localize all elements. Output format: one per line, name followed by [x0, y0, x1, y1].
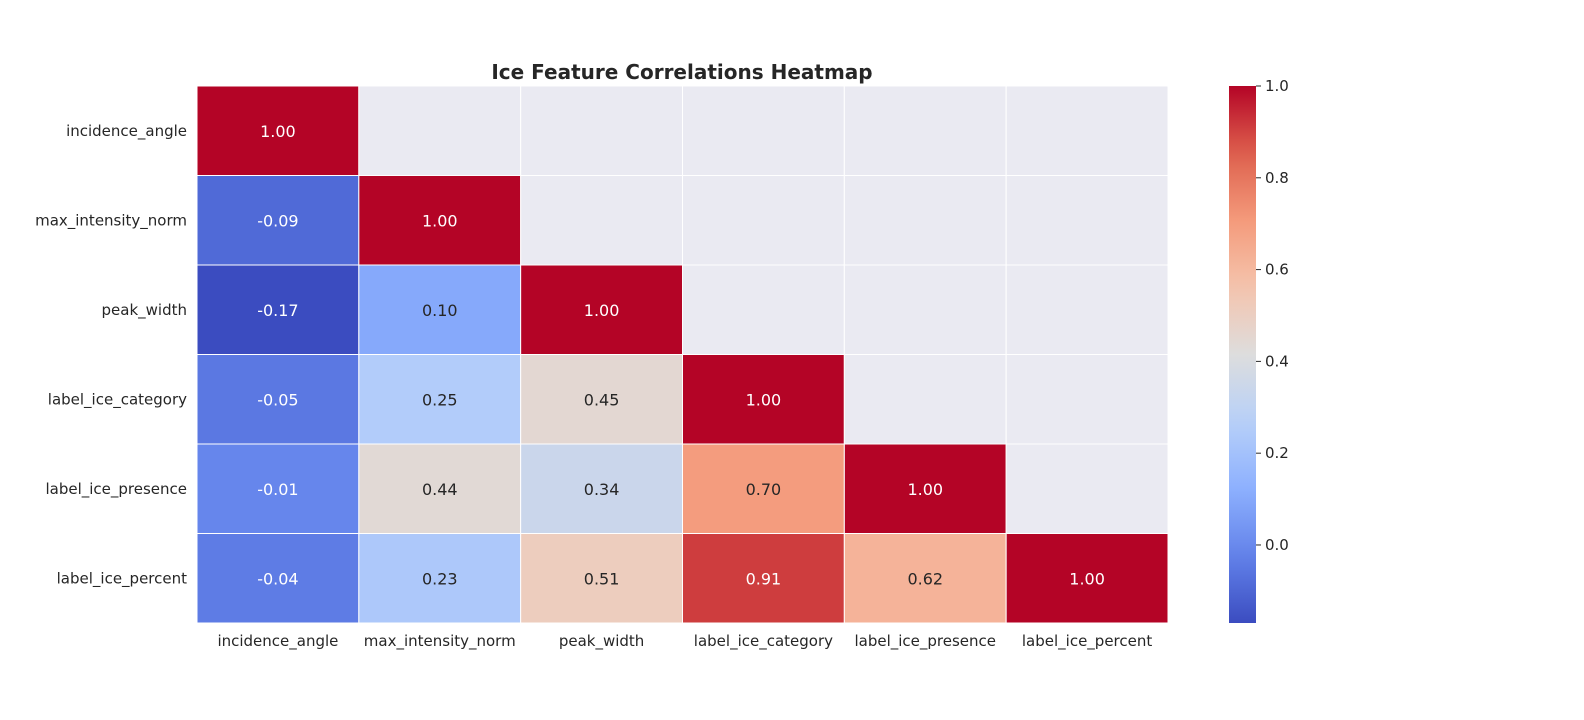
cell-annotation: 0.62: [907, 569, 943, 588]
heatmap-cell: [358, 354, 522, 445]
cell-annotation: 0.10: [422, 301, 458, 320]
x-tick-labels: incidence_angle max_intensity_norm peak_wi…: [217, 632, 1152, 651]
y-tick-label: label_ice_percent: [57, 569, 187, 588]
heatmap-cell: [682, 354, 845, 445]
masked-cell: [520, 175, 684, 266]
chart-title: Ice Feature Correlations Heatmap: [491, 60, 872, 84]
cell-annotation: -0.17: [257, 301, 298, 320]
masked-cell: [1005, 354, 1169, 445]
colorbar-tick-label: 0.0: [1265, 536, 1289, 554]
cell-annotation: -0.05: [257, 390, 298, 409]
masked-cell: [682, 264, 845, 355]
masked-cell: [843, 175, 1007, 266]
cell-annotation: 0.45: [584, 390, 620, 409]
masked-cell: [682, 85, 845, 176]
masked-cell: [358, 85, 522, 176]
heatmap-cell: [520, 443, 684, 534]
x-tick-label: incidence_angle: [217, 632, 338, 651]
x-tick-label: label_ice_percent: [1022, 632, 1152, 651]
heatmap-cell: [196, 264, 360, 355]
cell-annotation: 1.00: [584, 301, 620, 320]
cell-annotation: 0.23: [422, 569, 458, 588]
heatmap-cell: [358, 175, 522, 266]
masked-cell: [1005, 443, 1169, 534]
y-tick-labels: incidence_angle max_intensity_norm peak_wi…: [35, 122, 187, 589]
cell-annotation: 1.00: [260, 122, 296, 141]
cell-annotation: 0.70: [746, 480, 782, 499]
y-tick-label: incidence_angle: [66, 122, 187, 141]
y-tick-label: label_ice_category: [48, 390, 187, 409]
masked-cell: [1005, 175, 1169, 266]
colorbar-tick-label: 0.8: [1265, 169, 1289, 187]
heatmap-cell: [843, 533, 1007, 624]
cell-annotation: 0.91: [746, 569, 782, 588]
masked-cell: [1005, 85, 1169, 176]
masked-cell: [843, 354, 1007, 445]
heatmap-cell: [843, 443, 1007, 534]
masked-cell: [520, 85, 684, 176]
x-tick-label: label_ice_presence: [854, 632, 996, 651]
heatmap-cell: [196, 85, 360, 176]
cell-annotation: -0.01: [257, 480, 298, 499]
heatmap-cell: [1005, 533, 1169, 624]
heatmap-cell: [682, 533, 845, 624]
heatmap-cell: [358, 264, 522, 355]
heatmap-cell: [520, 264, 684, 355]
cell-annotation: -0.04: [257, 569, 298, 588]
heatmap-cell: [196, 175, 360, 266]
colorbar-gradient: [1229, 86, 1256, 623]
cell-annotation: 1.00: [907, 480, 943, 499]
y-tick-label: peak_width: [102, 301, 187, 320]
cell-annotation: -0.09: [257, 211, 298, 230]
heatmap-cells: 1.00 -0.09 1.00 -0.17 0.10 1.00 -0.05 0.25 0.45 1…: [196, 85, 1169, 624]
colorbar-tick-label: 0.2: [1265, 444, 1289, 462]
cell-annotation: 0.34: [584, 480, 620, 499]
heatmap-cell: [358, 533, 522, 624]
x-tick-label: max_intensity_norm: [364, 632, 516, 651]
masked-cell: [843, 85, 1007, 176]
cell-annotation: 0.51: [584, 569, 620, 588]
cell-annotation: 0.25: [422, 390, 458, 409]
colorbar: 0.0 0.2 0.4 0.6 0.8 1.0: [1229, 77, 1289, 623]
heatmap-cell: [358, 443, 522, 534]
cell-annotation: 0.44: [422, 480, 458, 499]
heatmap-cell: [682, 443, 845, 534]
heatmap-cell: [520, 533, 684, 624]
y-tick-label: label_ice_presence: [45, 480, 187, 499]
x-tick-label: label_ice_category: [694, 632, 833, 651]
heatmap-cell: [196, 533, 360, 624]
cell-annotation: 1.00: [1069, 569, 1105, 588]
cell-annotation: 1.00: [422, 211, 458, 230]
y-tick-label: max_intensity_norm: [35, 211, 187, 230]
colorbar-tick-label: 0.4: [1265, 352, 1289, 370]
masked-cell: [843, 264, 1007, 355]
colorbar-tick-label: 1.0: [1265, 77, 1289, 95]
x-tick-label: peak_width: [559, 632, 644, 651]
masked-cell: [1005, 264, 1169, 355]
cell-annotation: 1.00: [746, 390, 782, 409]
colorbar-tick-label: 0.6: [1265, 261, 1289, 279]
masked-cell: [682, 175, 845, 266]
